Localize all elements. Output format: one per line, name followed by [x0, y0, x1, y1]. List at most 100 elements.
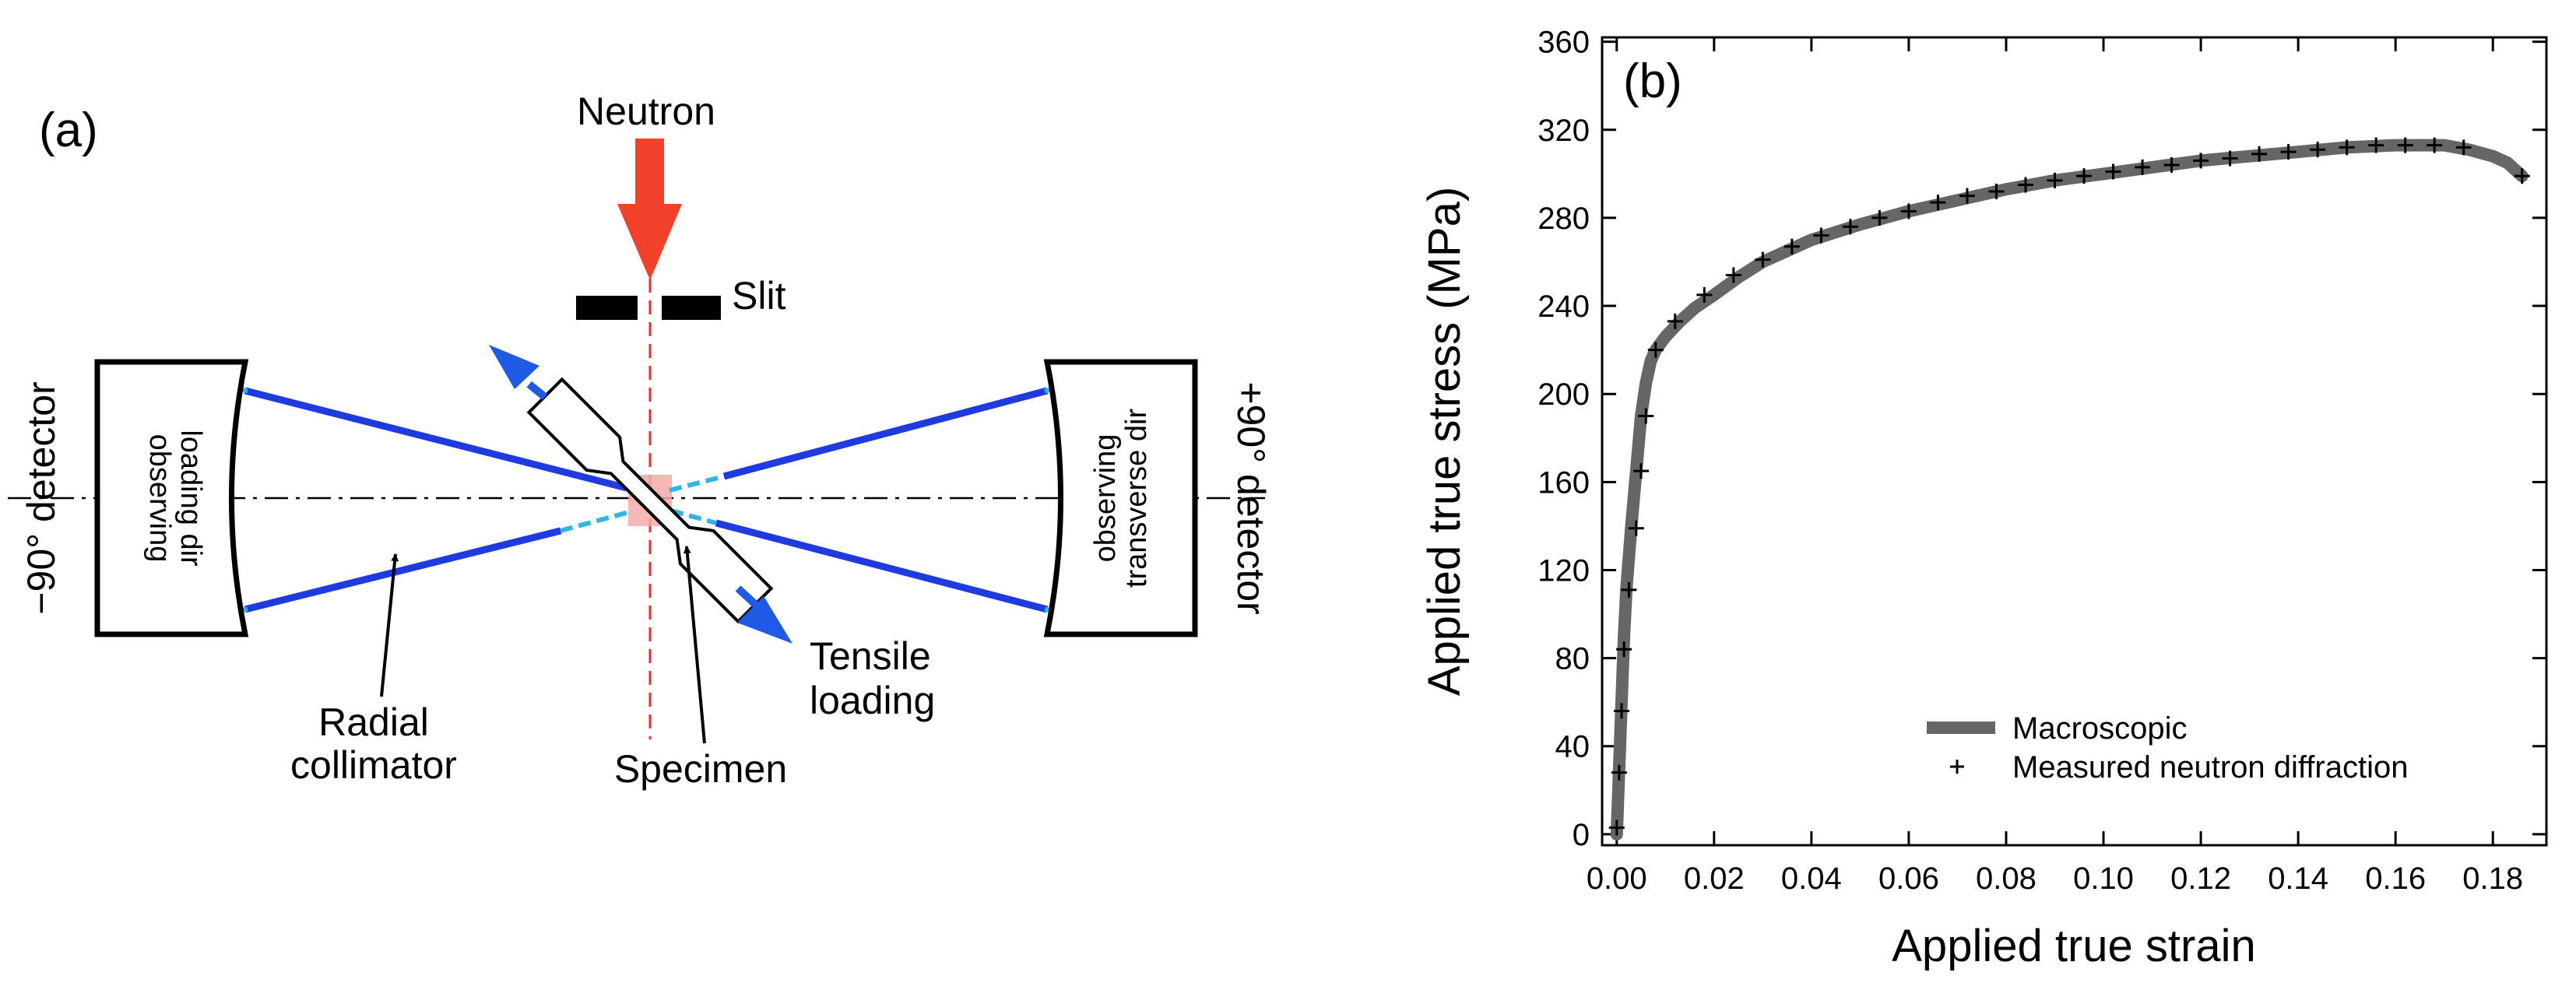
- data-point-neutron: [2163, 157, 2180, 174]
- panel-a-schematic: (a) Neutron Slit observing l: [8, 90, 1273, 791]
- data-point-neutron: [1959, 188, 1975, 204]
- data-point-neutron: [1871, 209, 1888, 226]
- y-tick-label: 200: [1538, 377, 1590, 412]
- data-point-neutron: [1616, 641, 1632, 658]
- y-tick-label: 40: [1555, 730, 1590, 764]
- legend-label-macroscopic: Macroscopic: [2012, 711, 2188, 746]
- radial-collimator-pointer: [380, 553, 399, 697]
- collimator-beam-left-lower: [244, 527, 562, 613]
- specimen-label: Specimen: [614, 747, 787, 791]
- data-point-neutron: [1633, 463, 1650, 479]
- data-point-neutron: [2222, 150, 2238, 167]
- loading-arrow-upper: [489, 345, 548, 400]
- y-tick-label: 0: [1573, 818, 1590, 852]
- x-axis-title: Applied true strain: [1892, 921, 2255, 971]
- data-point-neutron: [1813, 227, 1829, 244]
- data-point-neutron: [1647, 342, 1664, 358]
- neutron-label: Neutron: [577, 90, 715, 133]
- y-tick-label: 160: [1538, 465, 1590, 500]
- slit-label: Slit: [732, 274, 786, 318]
- data-point-neutron: [2514, 168, 2530, 184]
- tensile-label-line2: loading: [810, 679, 935, 722]
- data-point-neutron: [1628, 520, 1644, 536]
- slit-left-block: [576, 296, 638, 320]
- x-tick-label: 0.00: [1587, 862, 1647, 896]
- tensile-label-line1: Tensile: [810, 634, 931, 678]
- data-point-neutron: [1930, 195, 1946, 211]
- data-point-neutron: [2135, 159, 2151, 175]
- collimator-gap-left: [560, 510, 630, 533]
- data-point-neutron: [1696, 286, 1713, 303]
- right-box-text-line2: transverse dir: [1120, 409, 1153, 588]
- legend-label-neutron: Measured neutron diffraction: [2012, 750, 2408, 785]
- collimator-gap-right-upper: [669, 474, 725, 493]
- data-point-neutron: [1784, 238, 1800, 255]
- x-tick-label: 0.12: [2170, 862, 2231, 896]
- data-point-neutron: [1614, 703, 1630, 719]
- collimator-beam-right-lower: [715, 519, 1049, 613]
- schematic-canvas: (a) Neutron Slit observing l: [8, 90, 1273, 791]
- data-point-neutron: [1667, 313, 1683, 329]
- x-tick-label: 0.02: [1684, 862, 1745, 896]
- legend: Macroscopic Measured neutron diffraction: [1927, 711, 2408, 785]
- right-box-text-line1: observing: [1089, 434, 1122, 563]
- data-point-neutron: [2427, 137, 2443, 153]
- data-point-neutron: [2455, 139, 2472, 156]
- data-point-neutron: [2280, 144, 2297, 160]
- x-tick-label: 0.06: [1878, 862, 1939, 896]
- right-detector-label: +90° detector: [1229, 381, 1273, 614]
- y-tick-label: 120: [1538, 553, 1590, 588]
- data-point-neutron: [1755, 251, 1771, 268]
- loading-arrow-lower: [735, 585, 792, 644]
- data-point-neutron: [1611, 764, 1627, 781]
- data-point-neutron: [2017, 177, 2033, 193]
- y-tick-label: 320: [1538, 114, 1590, 148]
- legend-marker-neutron: [1950, 760, 1964, 774]
- radial-label-line2: collimator: [290, 743, 457, 787]
- specimen-pointer: [683, 546, 706, 744]
- left-box-text-line1: observing: [143, 434, 176, 563]
- data-point-neutron: [2339, 139, 2355, 156]
- data-point-neutron: [1988, 183, 2005, 199]
- right-detector-box: [1043, 359, 1198, 637]
- specimen: [526, 377, 774, 624]
- x-tick-label: 0.14: [2268, 862, 2328, 896]
- x-tick-label: 0.08: [1976, 862, 2037, 896]
- data-point-neutron: [2368, 137, 2384, 153]
- data-point-neutron: [1638, 408, 1654, 424]
- x-tick-label: 0.18: [2462, 862, 2523, 896]
- data-point-neutron: [1842, 219, 1858, 235]
- left-box-text-line2: loading dir: [174, 430, 207, 567]
- left-detector-label: −90° detector: [19, 381, 63, 614]
- data-point-neutron: [2310, 142, 2326, 158]
- x-tick-label: 0.16: [2365, 862, 2426, 896]
- data-point-neutron: [1608, 820, 1625, 836]
- data-point-neutron: [2397, 137, 2413, 153]
- data-point-neutron: [2076, 168, 2093, 184]
- data-point-neutron: [1900, 203, 1917, 219]
- collimator-gap-right-lower: [670, 508, 717, 525]
- data-point-neutron: [2047, 172, 2063, 188]
- data-point-neutron: [1725, 267, 1741, 283]
- x-tick-label: 0.10: [2073, 862, 2134, 896]
- panel-a-label: (a): [39, 104, 98, 157]
- collimator-beam-right-upper: [722, 387, 1049, 480]
- neutron-arrow: [617, 139, 682, 280]
- x-tick-label: 0.04: [1781, 862, 1842, 896]
- radial-label-line1: Radial: [318, 700, 429, 744]
- y-tick-label: 360: [1538, 26, 1590, 60]
- data-point-neutron: [2193, 153, 2209, 169]
- left-detector-box: [94, 359, 249, 637]
- stress-strain-chart: (b) 0.00 0.02 0.04 0.06 0.08 0.10 0.12 0.14 0.16…: [1419, 26, 2548, 971]
- data-point-neutron: [1621, 581, 1637, 598]
- panel-b-label: (b): [1623, 54, 1682, 108]
- collimator-beam-left-upper: [244, 387, 628, 492]
- slit-right-block: [662, 296, 721, 320]
- y-tick-label: 280: [1538, 202, 1590, 236]
- data-point-neutron: [2105, 163, 2121, 180]
- panel-b-chart: (b) 0.00 0.02 0.04 0.06 0.08 0.10 0.12 0.14 0.16…: [1347, 0, 2576, 1000]
- y-tick-label: 80: [1555, 642, 1590, 676]
- y-axis-title: Applied true stress (MPa): [1419, 187, 1470, 696]
- data-point-neutron: [2251, 146, 2268, 162]
- y-tick-label: 240: [1538, 290, 1590, 324]
